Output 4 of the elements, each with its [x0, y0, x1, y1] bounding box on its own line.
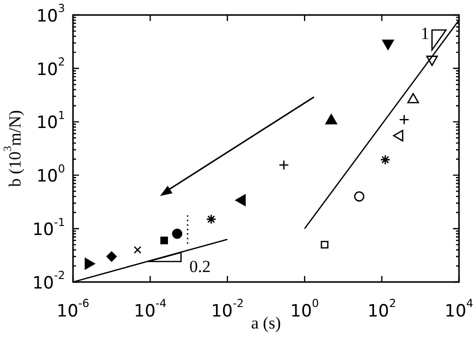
- y-axis-title: b (103m/N): [2, 110, 24, 187]
- annotation: 0.2: [189, 257, 211, 276]
- annotation: 1: [420, 24, 430, 43]
- x-axis-title: a (s): [251, 313, 281, 332]
